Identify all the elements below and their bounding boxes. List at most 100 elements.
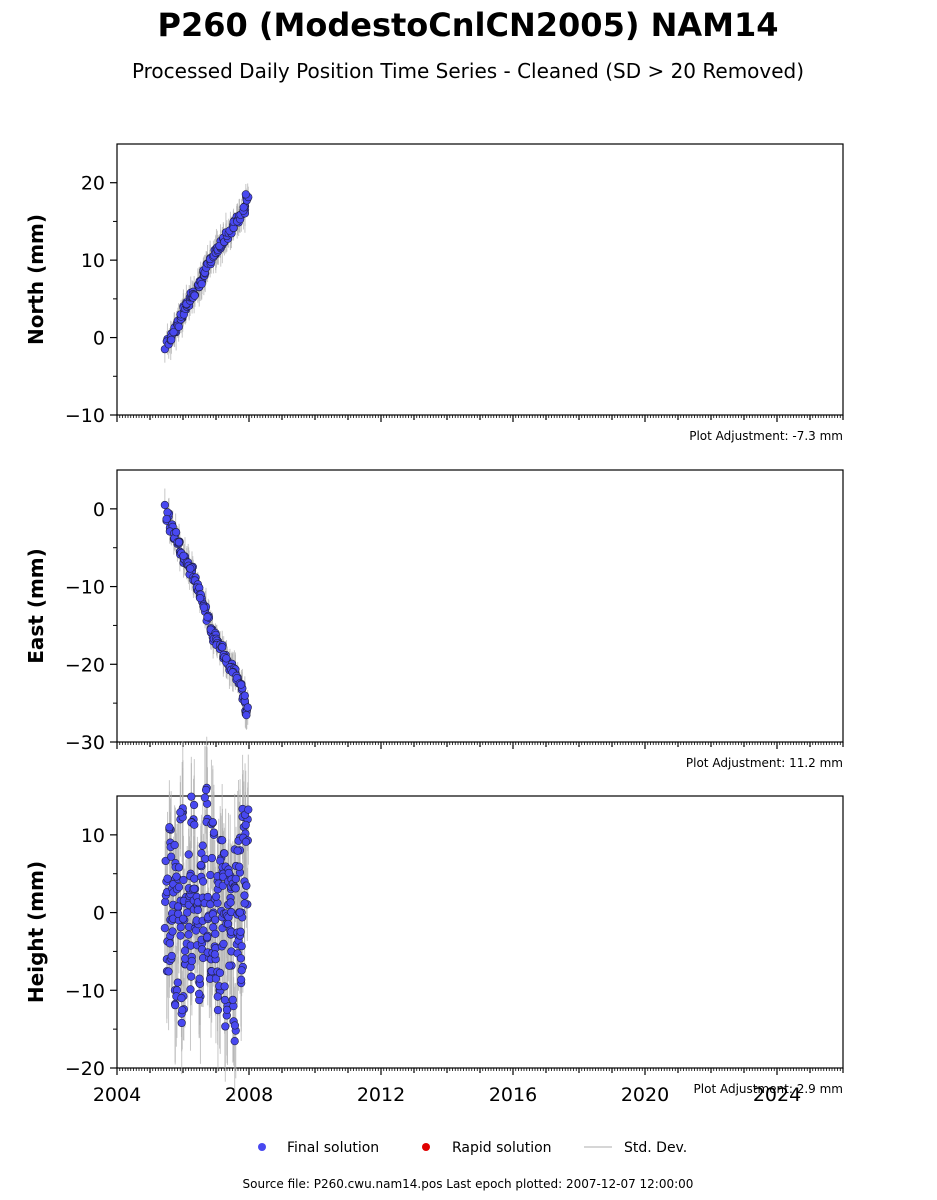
y-tick-label: 0 (93, 499, 105, 521)
data-point (220, 982, 229, 991)
data-point (177, 994, 186, 1003)
data-point (221, 1022, 230, 1031)
data-point (174, 863, 184, 872)
data-point (179, 551, 188, 560)
data-point (195, 974, 204, 983)
data-point (199, 603, 209, 612)
data-point (165, 939, 174, 948)
data-point (190, 884, 199, 893)
y-tick-label: −20 (65, 654, 105, 676)
data-point (176, 931, 185, 940)
data-point (198, 877, 208, 886)
data-point (174, 322, 183, 331)
plot-adjustment: Plot Adjustment: 2.9 mm (694, 1082, 843, 1096)
panel-2: −20 −10 0 10 2004 2008 2012 2016 2020 2024 Height … (24, 736, 844, 1106)
data-point (220, 995, 230, 1005)
data-point (177, 1018, 186, 1028)
data-point (243, 703, 252, 712)
data-point (218, 836, 227, 845)
data-point (211, 929, 220, 938)
data-point (237, 942, 246, 951)
data-point (242, 881, 251, 890)
data-point (210, 950, 219, 959)
data-point (186, 564, 195, 573)
x-tick-label: 2008 (225, 1084, 273, 1106)
x-tick-label: 2012 (357, 1084, 405, 1106)
data-point (203, 933, 212, 942)
data-point (160, 500, 169, 510)
data-point (162, 514, 171, 524)
data-point (222, 654, 231, 663)
data-point (189, 800, 199, 810)
data-point (161, 856, 170, 866)
y-axis-label: North (mm) (24, 214, 48, 345)
data-point (213, 992, 222, 1001)
data-point (171, 1001, 180, 1010)
data-point (184, 930, 193, 939)
panel-0: −10 0 10 20 North (mm) Plot Adjustment: -7.3 … (24, 143, 844, 443)
data-point (196, 860, 206, 870)
data-point (179, 875, 188, 885)
chart-subtitle: Processed Daily Position Time Series - C… (132, 59, 804, 83)
legend-stddev-label: Std. Dev. (624, 1140, 687, 1156)
x-tick-label: 2020 (621, 1084, 669, 1106)
data-point (244, 805, 253, 814)
data-point (197, 279, 206, 289)
plot-adjustment: Plot Adjustment: 11.2 mm (686, 756, 843, 770)
data-point (240, 691, 249, 700)
data-point (237, 975, 246, 984)
data-point (183, 908, 192, 917)
data-point (241, 190, 250, 199)
data-point (201, 854, 210, 863)
data-point (235, 862, 244, 871)
data-point (186, 985, 195, 994)
data-point (190, 874, 199, 883)
data-point (213, 1006, 223, 1015)
data-point (209, 828, 219, 837)
data-point (174, 909, 183, 918)
data-point (218, 643, 227, 652)
data-point (207, 853, 217, 863)
data-point (173, 978, 182, 987)
data-point (236, 954, 245, 963)
panel-1: −30 −20 −10 0 East (mm) Plot Adjustment: 11.2… (24, 469, 844, 770)
data-point (239, 203, 248, 212)
data-point (199, 926, 208, 935)
data-point (203, 892, 212, 902)
data-point (225, 961, 234, 970)
data-point (187, 792, 196, 801)
data-point (169, 328, 178, 337)
data-points (160, 783, 253, 1046)
data-point (228, 995, 237, 1004)
panels: −10 0 10 20 North (mm) Plot Adjustment: -7.3 … (24, 143, 844, 1106)
data-point (180, 946, 190, 955)
data-points (160, 190, 253, 354)
y-tick-label: −10 (65, 405, 105, 427)
data-point (194, 989, 204, 998)
legend-rapid-label: Rapid solution (452, 1140, 552, 1156)
data-point (237, 966, 246, 975)
data-point (231, 874, 240, 883)
data-point (167, 951, 176, 961)
plot-frame (116, 469, 844, 743)
data-point (172, 528, 181, 537)
data-point (211, 915, 220, 924)
data-point (231, 884, 240, 893)
data-point (167, 852, 176, 861)
data-point (164, 967, 173, 976)
data-point (230, 1037, 239, 1046)
y-tick-label: 10 (81, 250, 105, 272)
data-point (233, 846, 242, 855)
data-point (241, 820, 250, 830)
y-tick-label: −10 (65, 980, 105, 1002)
data-point (190, 820, 199, 829)
data-point (206, 870, 215, 880)
data-point (179, 914, 188, 923)
data-point (240, 899, 249, 908)
data-point (241, 837, 251, 846)
data-point (176, 923, 185, 932)
data-point (220, 849, 229, 858)
data-points (160, 500, 252, 720)
data-point (211, 892, 221, 901)
plot-adjustment: Plot Adjustment: -7.3 mm (689, 429, 843, 443)
